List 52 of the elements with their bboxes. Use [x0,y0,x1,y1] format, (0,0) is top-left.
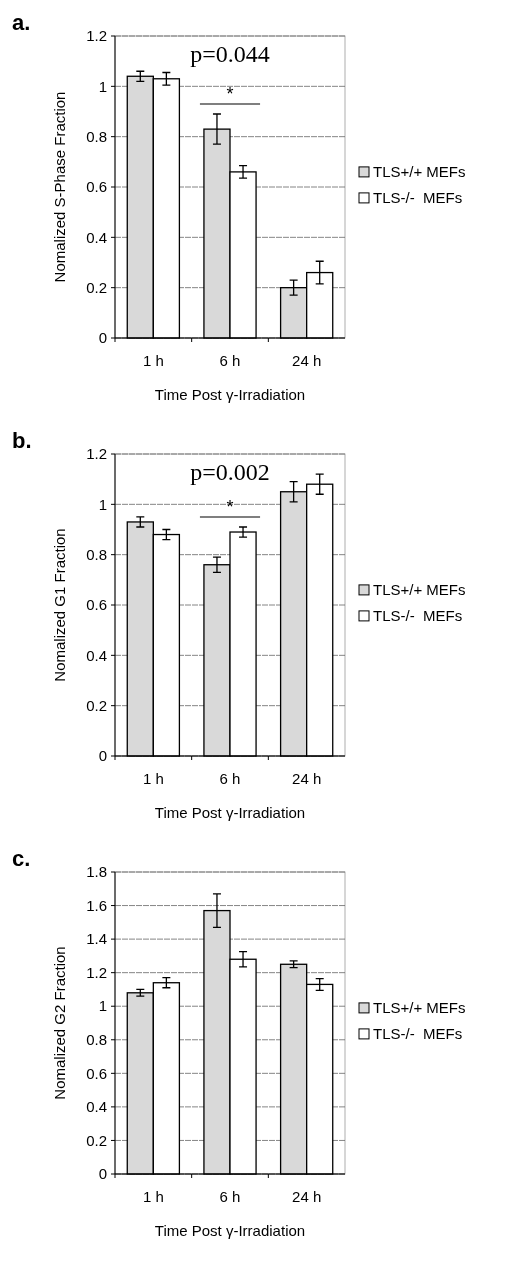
y-tick-label: 1 [98,77,107,95]
y-tick-label: 0.6 [86,596,107,614]
x-tick-label: 6 h [219,1188,241,1205]
y-tick-label: 1.2 [86,27,107,45]
x-axis-title: Time Post γ-Irradiation [154,386,306,403]
y-tick-label: 1.2 [86,445,107,463]
y-tick-label: 1.2 [86,963,107,981]
y-axis-title: Nomalized S-Phase Fraction [51,91,68,283]
y-tick-label: 1 [98,495,107,513]
y-tick-label: 0.6 [86,178,107,196]
legend-label: TLS+/+ MEFs [373,581,466,599]
y-tick-label: 0.4 [86,228,107,246]
legend-label: TLS+/+ MEFs [373,163,466,181]
y-tick-label: 0.2 [86,278,107,296]
y-tick-label: 1.4 [86,930,107,948]
x-tick-label: 24 h [292,352,322,369]
annotation: p=0.002 [190,459,270,485]
chart-title: a. [12,10,31,35]
x-tick-label: 24 h [292,1188,322,1205]
x-axis-title: Time Post γ-Irradiation [154,804,306,821]
annotation: * [226,84,234,105]
y-tick-label: 0.8 [86,1031,107,1049]
legend-label: TLS-/- MEFs [373,189,463,207]
x-tick-label: 1 h [142,352,164,369]
annotation: * [226,496,234,517]
y-tick-label: 0.8 [86,127,107,145]
x-tick-label: 6 h [219,352,241,369]
y-tick-label: 0.6 [86,1064,107,1082]
y-tick-label: 0.2 [86,696,107,714]
y-tick-label: 0.4 [86,1098,107,1116]
y-tick-label: 0.4 [86,646,107,664]
legend-label: TLS+/+ MEFs [373,999,466,1017]
y-tick-label: 1.8 [86,863,107,881]
y-tick-label: 1 [98,997,107,1015]
x-tick-label: 24 h [292,770,322,787]
x-axis-title: Time Post γ-Irradiation [154,1222,306,1239]
y-axis-title: Nomalized G1 Fraction [51,528,68,682]
annotation: p=0.044 [190,41,270,67]
legend-label: TLS-/- MEFs [373,1025,463,1043]
x-tick-label: 1 h [142,1188,164,1205]
y-tick-label: 0 [98,329,107,347]
y-axis-title: Nomalized G2 Fraction [51,946,68,1100]
y-tick-label: 0.8 [86,545,107,563]
x-tick-label: 6 h [219,770,241,787]
chart-title: b. [12,428,32,453]
y-tick-label: 0.2 [86,1131,107,1149]
legend-label: TLS-/- MEFs [373,607,463,625]
y-tick-label: 0 [98,747,107,765]
x-tick-label: 1 h [142,770,164,787]
chart-title: c. [12,846,31,871]
y-tick-label: 1.6 [86,896,107,914]
y-tick-label: 0 [98,1165,107,1183]
